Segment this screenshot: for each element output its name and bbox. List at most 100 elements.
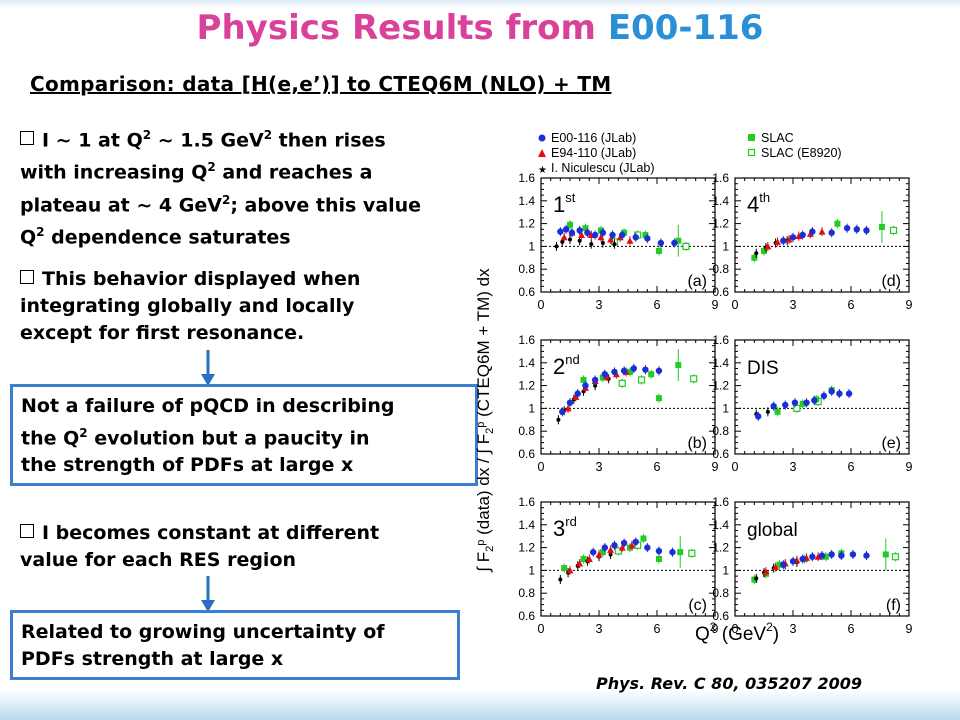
- data-point-e00116: [642, 366, 649, 373]
- bullet-1-line-1: I ~ 1 at Q2 ~ 1.5 GeV2 then rises: [20, 122, 421, 154]
- data-point-slac: [655, 247, 662, 254]
- data-point-e00116: [557, 228, 564, 235]
- panel-label: 4th: [747, 190, 770, 217]
- x-tick-label: 9: [906, 460, 913, 474]
- slide-title: Physics Results from E00-116: [0, 8, 960, 48]
- y-tick-label: 0.6: [712, 447, 729, 461]
- legend-label-1: E94-110 (JLab): [551, 146, 636, 160]
- y-tick-label: 1: [528, 239, 535, 253]
- y-tick-label: 1.2: [518, 217, 535, 231]
- data-point-e00116: [818, 552, 826, 559]
- y-tick-label: 1.6: [518, 171, 535, 185]
- ylabel-part: (CTEQ6M + TM) dx: [474, 268, 493, 422]
- data-point-e00116: [601, 371, 608, 378]
- data-point-e00116: [849, 551, 857, 558]
- ylabel-sub: 2: [484, 428, 496, 434]
- panel-label: DIS: [747, 358, 779, 379]
- x-tick-label: 6: [848, 622, 855, 636]
- data-point-e00116: [620, 367, 628, 374]
- data-point-e94110: [818, 228, 826, 235]
- data-point-e94110: [762, 568, 770, 575]
- data-point-e00116: [828, 551, 835, 558]
- data-point-e00116: [811, 397, 818, 404]
- x-tick-label: 0: [732, 622, 739, 636]
- panel-tag: (e): [881, 435, 901, 452]
- x-tick-label: 0: [538, 460, 545, 474]
- data-point-e00116: [845, 390, 853, 397]
- y-tick-label: 1.6: [712, 495, 729, 509]
- y-tick-label: 1.6: [712, 171, 729, 185]
- data-point-e94110: [814, 553, 822, 560]
- text: with increasing Q: [20, 161, 208, 184]
- data-point-e00116: [828, 388, 835, 395]
- data-point-slac: [648, 371, 655, 378]
- top-gradient: [0, 0, 960, 8]
- panel-label: global: [747, 520, 798, 541]
- data-point-slac: [642, 232, 649, 238]
- checkbox-bullet-icon: [20, 131, 34, 146]
- data-point-e94110: [772, 563, 780, 570]
- data-point-e00116: [644, 235, 651, 242]
- data-point-niculescu: [558, 577, 563, 582]
- data-point-e00116: [591, 231, 599, 239]
- y-tick-label: 0.6: [518, 447, 535, 461]
- data-point-e00116: [853, 226, 860, 233]
- data-point-e00116: [644, 544, 651, 551]
- x-tick-label: 0: [538, 298, 545, 312]
- sup: 2: [221, 192, 231, 207]
- x-tick-label: 3: [596, 622, 603, 636]
- y-tick-label: 1: [722, 239, 729, 253]
- data-point-e00116: [619, 231, 626, 239]
- data-point-e00116: [803, 399, 810, 406]
- ylabel-sub: 2: [484, 546, 496, 552]
- data-point-e94110: [595, 550, 603, 558]
- box1-line-1: Not a failure of pQCD in describing: [21, 395, 395, 417]
- y-tick-label: 1.4: [518, 356, 535, 370]
- data-point-e00116: [601, 544, 608, 551]
- bullet-2-line-1: This behavior displayed when: [20, 266, 360, 293]
- title-main: Physics Results from: [196, 8, 596, 48]
- data-point-e00116: [599, 229, 607, 236]
- text: I ~ 1 at Q: [42, 129, 143, 152]
- data-point-slac: [675, 237, 682, 244]
- data-point-slac: [599, 374, 606, 381]
- data-point-e94110: [628, 541, 636, 549]
- legend-label-2: I. Niculescu (JLab): [551, 161, 655, 175]
- data-point-niculescu: [554, 244, 559, 249]
- xlabel-part: Q: [695, 624, 710, 645]
- data-point-e94110: [572, 393, 580, 400]
- data-point-e00116: [655, 367, 663, 374]
- x-tick-label: 3: [596, 460, 603, 474]
- box2-line-1: Related to growing uncertainty of: [21, 621, 385, 643]
- text: I becomes constant at different: [42, 522, 380, 544]
- data-point-slac8920: [889, 226, 898, 235]
- y-tick-label: 1.6: [712, 333, 729, 347]
- x-tick-label: 6: [848, 298, 855, 312]
- x-tick-label: 9: [712, 622, 719, 636]
- data-point-slac8920: [614, 547, 622, 555]
- legend-label-3: SLAC: [761, 131, 794, 145]
- data-point-niculescu: [560, 239, 565, 244]
- ylabel-sup: p: [475, 540, 487, 546]
- data-point-niculescu: [568, 237, 572, 242]
- data-point-slac8920: [891, 553, 900, 561]
- data-point-e00116: [584, 229, 591, 236]
- data-point-e00116: [582, 382, 589, 389]
- data-point-e00116: [820, 392, 828, 400]
- data-point-e94110: [564, 404, 572, 412]
- x-tick-label: 6: [654, 622, 661, 636]
- data-point-slac: [799, 400, 806, 407]
- panel-label-sup: rd: [565, 514, 577, 529]
- data-point-niculescu: [765, 409, 770, 414]
- citation: Phys. Rev. C 80, 035207 2009: [596, 674, 862, 693]
- y-tick-label: 0.8: [712, 424, 729, 438]
- legend-marker-square: [748, 134, 755, 141]
- text: and reaches a: [215, 161, 373, 184]
- data-point-e00116: [630, 365, 637, 372]
- checkbox-bullet-icon: [20, 524, 34, 538]
- ylabel-part: (data) dx / ∫ F: [474, 434, 493, 540]
- data-point-e00116: [576, 227, 583, 234]
- y-tick-label: 1: [722, 401, 729, 415]
- data-point-slac: [582, 225, 589, 232]
- data-point-e00116: [632, 538, 639, 546]
